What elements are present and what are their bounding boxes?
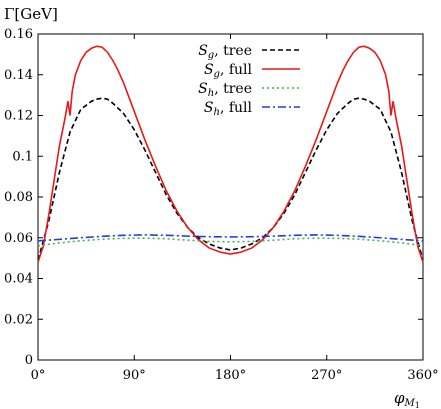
- y-tick-label: 0.1: [12, 149, 33, 164]
- y-tick-label: 0.12: [4, 109, 33, 124]
- y-tick-label: 0.08: [4, 190, 33, 205]
- y-tick-label: 0.02: [4, 312, 33, 327]
- legend-symbol: S: [198, 43, 208, 59]
- y-tick-label: 0.16: [4, 27, 33, 42]
- legend-symbol: S: [204, 62, 214, 78]
- y-tick-label: 0: [25, 353, 33, 368]
- y-tick-label: 0.06: [4, 231, 33, 246]
- legend-subscript: h: [213, 107, 219, 118]
- x-tick-label: 90°: [123, 368, 146, 383]
- legend-symbol: S: [198, 81, 208, 97]
- x-axis-label-main: φ: [394, 389, 405, 407]
- series-line-2: [37, 237, 424, 247]
- y-tick-label: 0.04: [4, 272, 33, 287]
- legend-label-0: Sg, tree: [198, 43, 252, 61]
- x-tick-label: 270°: [311, 368, 342, 383]
- y-tick-label: 0.14: [4, 68, 33, 83]
- series-line-1: [37, 45, 424, 263]
- legend-subscript: h: [208, 88, 214, 99]
- y-axis-label: Γ[GeV]: [4, 5, 58, 23]
- legend-symbol: S: [204, 100, 214, 116]
- legend-subscript: g: [208, 50, 214, 61]
- legend-label-3: Sh, full: [204, 100, 253, 118]
- series-line-3: [37, 234, 424, 242]
- legend-suffix: , tree: [214, 81, 252, 97]
- x-tick-label: 180°: [215, 368, 246, 383]
- legend-label-1: Sg, full: [204, 62, 253, 80]
- x-tick-label: 0°: [31, 368, 46, 383]
- x-tick-label: 360°: [407, 368, 438, 383]
- series-line-0: [37, 97, 424, 261]
- x-axis-label-sub: M: [404, 398, 416, 409]
- x-axis-label-subsub: 1: [415, 401, 420, 409]
- legend-label-2: Sh, tree: [198, 81, 252, 99]
- x-axis-label: φM1: [394, 389, 420, 409]
- legend-suffix: , full: [220, 100, 253, 116]
- legend-suffix: , tree: [214, 43, 252, 59]
- legend-suffix: , full: [220, 62, 253, 78]
- legend-subscript: g: [214, 69, 220, 80]
